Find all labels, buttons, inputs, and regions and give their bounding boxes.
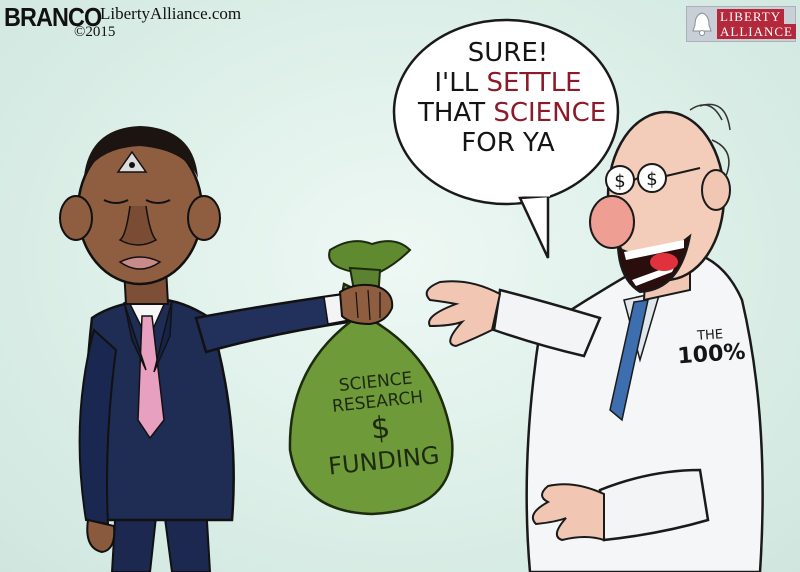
bubble-line-3-text: THAT [418, 98, 493, 128]
liberty-alliance-logo: LIBERTY ALLIANCE [686, 6, 796, 42]
logo-line-2: ALLIANCE [717, 24, 796, 39]
coat-label-100-percent: 100% [676, 341, 748, 370]
bubble-line-1-text: SURE! [468, 38, 548, 68]
speech-bubble-text: SURE! I'LL SETTLE THAT SCIENCE FOR YA [418, 38, 598, 158]
bubble-word-science: SCIENCE [493, 98, 606, 128]
dollar-eye-right-icon: $ [646, 169, 657, 190]
money-bag-label: SCIENCE RESEARCH $ FUNDING [295, 364, 465, 484]
bubble-line-1: SURE! [418, 38, 598, 68]
left-figure [60, 126, 350, 572]
logo-line-1: LIBERTY [717, 9, 784, 24]
liberty-bell-icon [691, 11, 713, 37]
credit-site: LibertyAlliance.com [100, 4, 241, 24]
lab-coat-label: THE 100% [675, 326, 748, 370]
bubble-line-4-text: FOR YA [461, 128, 554, 158]
credit-year: ©2015 [74, 24, 115, 41]
bubble-line-2: I'LL SETTLE [418, 68, 598, 98]
artist-credit: BRANCO LibertyAlliance.com ©2015 [4, 2, 112, 33]
bubble-word-settle: SETTLE [486, 68, 581, 98]
bubble-line-2-text: I'LL [434, 68, 486, 98]
bubble-line-4: FOR YA [418, 128, 598, 158]
bubble-line-3: THAT SCIENCE [418, 98, 598, 128]
dollar-eye-left-icon: $ [614, 171, 625, 192]
